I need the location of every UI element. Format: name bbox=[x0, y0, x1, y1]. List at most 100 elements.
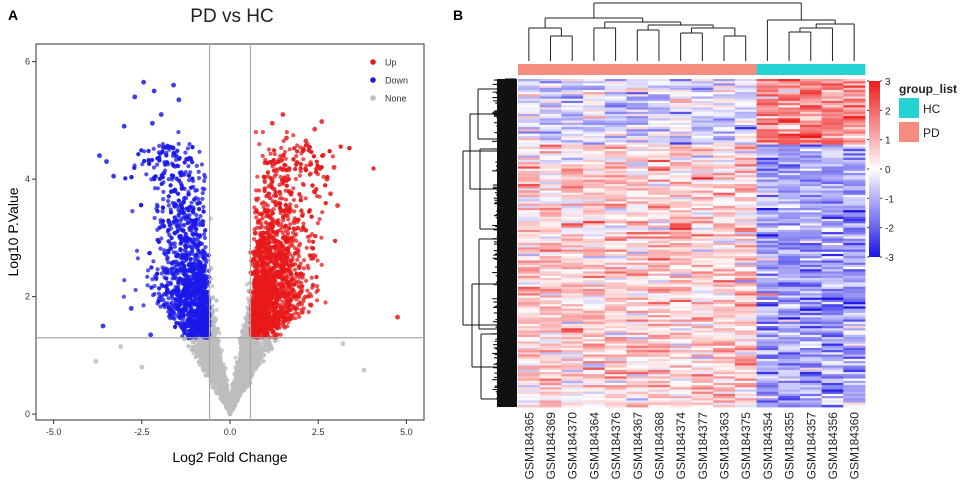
point-down bbox=[141, 79, 146, 85]
sample-labels: GSM184365 GSM184369 GSM184370 GSM184364 GSM1… bbox=[522, 412, 861, 480]
legend-marker-none bbox=[370, 95, 376, 101]
point-up bbox=[312, 126, 318, 132]
group-legend-label-hc: HC bbox=[923, 102, 941, 116]
panel-b-label: B bbox=[453, 7, 463, 23]
column-dendrogram bbox=[528, 2, 855, 61]
y-axis-ticks: 0 2 4 6 bbox=[25, 57, 36, 419]
point-up bbox=[303, 138, 309, 144]
x-tick-label: -5.0 bbox=[46, 427, 62, 437]
annotation-cell-pd bbox=[691, 64, 714, 75]
annotation-cell-hc bbox=[756, 64, 779, 75]
colorbar-tick-label: 2 bbox=[885, 106, 891, 117]
sample-label: GSM184354 bbox=[761, 412, 775, 480]
panel-a-label: A bbox=[8, 7, 18, 23]
point-up bbox=[328, 191, 333, 197]
annotation-cell-pd bbox=[734, 64, 757, 75]
x-axis-label: Log2 Fold Change bbox=[172, 449, 287, 465]
point-down bbox=[121, 123, 127, 129]
point-up bbox=[335, 203, 340, 208]
annotation-cell-pd bbox=[583, 64, 606, 75]
y-tick-label: 2 bbox=[25, 292, 30, 302]
point-down bbox=[132, 94, 138, 100]
volcano-background-points bbox=[121, 130, 376, 417]
x-tick-label: 5.0 bbox=[400, 427, 413, 437]
sample-label: GSM184363 bbox=[718, 412, 732, 480]
point-down bbox=[104, 159, 109, 164]
point-up bbox=[284, 135, 289, 141]
colorbar-tick-label: 0 bbox=[885, 165, 891, 176]
annotation-cell-pd bbox=[648, 64, 671, 75]
legend-label-down: Down bbox=[385, 76, 408, 86]
volcano-plot-frame bbox=[35, 43, 425, 421]
point-down bbox=[148, 332, 154, 338]
point-up bbox=[269, 120, 275, 126]
legend-label-up: Up bbox=[385, 58, 397, 68]
heatmap: GSM184365 GSM184369 GSM184370 GSM184364 GSM1… bbox=[462, 2, 957, 480]
annotation-cell-hc bbox=[799, 64, 823, 75]
sample-label: GSM184368 bbox=[652, 412, 666, 480]
annotation-cell-hc bbox=[843, 64, 866, 75]
group-legend: group_list HC PD bbox=[899, 82, 957, 142]
volcano-points bbox=[93, 79, 400, 373]
point-down bbox=[151, 88, 157, 94]
colorbar-tick-label: -1 bbox=[885, 194, 894, 205]
y-tick-label: 4 bbox=[25, 174, 30, 184]
point-down bbox=[111, 173, 116, 179]
y-tick-label: 0 bbox=[25, 409, 30, 419]
point-up bbox=[395, 314, 400, 320]
volcano-plot: -5.0 -2.5 0.0 2.5 5.0 0 2 4 6 Up Down None bbox=[25, 43, 425, 437]
x-tick-label: 2.5 bbox=[312, 427, 325, 437]
colorbar-tick-label: 1 bbox=[885, 136, 891, 147]
sample-label: GSM184356 bbox=[826, 412, 840, 480]
point-none bbox=[139, 364, 145, 370]
sample-label: GSM184374 bbox=[674, 412, 688, 480]
point-none bbox=[340, 341, 346, 347]
colorbar-gradient bbox=[869, 81, 880, 257]
point-down bbox=[171, 82, 176, 88]
sample-label: GSM184357 bbox=[804, 412, 818, 480]
colorbar-tick-label: -2 bbox=[885, 224, 894, 235]
sample-label: GSM184360 bbox=[848, 412, 862, 480]
volcano-title: PD vs HC bbox=[190, 6, 273, 27]
group-legend-title: group_list bbox=[899, 82, 957, 96]
point-up bbox=[324, 176, 330, 182]
heatmap-cells bbox=[518, 79, 866, 408]
sample-label: GSM184355 bbox=[783, 412, 797, 480]
sample-label: GSM184376 bbox=[609, 412, 623, 480]
sample-label: GSM184365 bbox=[522, 412, 536, 480]
point-up bbox=[331, 164, 337, 170]
x-axis-ticks: -5.0 -2.5 0.0 2.5 5.0 bbox=[46, 420, 413, 437]
sample-label: GSM184377 bbox=[696, 412, 710, 480]
annotation-cell-hc bbox=[821, 64, 844, 75]
group-legend-swatch-pd bbox=[899, 122, 919, 142]
group-legend-label-pd: PD bbox=[923, 126, 940, 140]
threshold-lines bbox=[36, 44, 424, 420]
point-down bbox=[176, 97, 182, 103]
group-annotation-bar bbox=[518, 64, 866, 75]
row-dendrogram bbox=[462, 78, 517, 407]
colorbar-tick-label: -3 bbox=[885, 253, 894, 264]
annotation-cell-hc bbox=[778, 64, 801, 75]
point-none bbox=[361, 367, 367, 373]
y-axis-label: Log10 P.Value bbox=[5, 187, 21, 276]
legend-label-none: None bbox=[385, 94, 407, 104]
colorbar: 3 2 1 0 -1 -2 -3 bbox=[867, 77, 894, 264]
annotation-cell-pd bbox=[539, 64, 562, 75]
sample-label: GSM184364 bbox=[587, 412, 601, 480]
x-tick-label: 0.0 bbox=[224, 427, 237, 437]
point-none bbox=[93, 358, 99, 364]
annotation-cell-pd bbox=[626, 64, 649, 75]
sample-label: GSM184375 bbox=[739, 412, 753, 480]
sample-label: GSM184370 bbox=[566, 412, 580, 480]
colorbar-tick-label: 3 bbox=[885, 77, 891, 88]
sample-label: GSM184367 bbox=[631, 412, 645, 480]
volcano-legend: Up Down None bbox=[370, 58, 408, 104]
point-down bbox=[97, 153, 102, 159]
point-none bbox=[118, 344, 124, 349]
group-legend-swatch-hc bbox=[899, 98, 919, 118]
point-down bbox=[150, 120, 155, 126]
point-down bbox=[158, 112, 164, 117]
annotation-cell-pd bbox=[713, 64, 736, 75]
point-down bbox=[100, 323, 106, 329]
annotation-cell-pd bbox=[669, 64, 692, 75]
